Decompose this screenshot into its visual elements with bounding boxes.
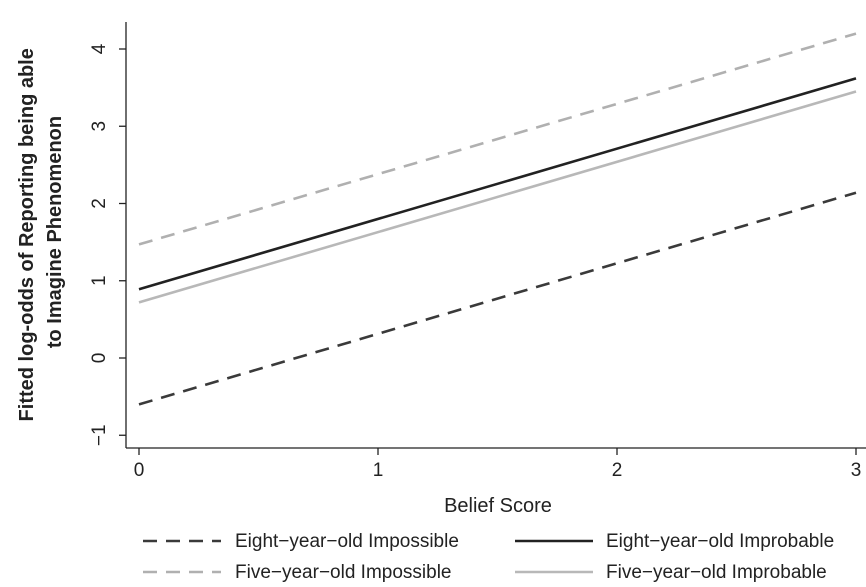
series-line: [138, 191, 857, 406]
y-tick-label: −1: [89, 424, 110, 446]
y-tick-label: 3: [89, 121, 110, 132]
legend-label: Eight−year−old Improbable: [606, 531, 834, 552]
x-tick-label: 2: [612, 460, 623, 481]
y-tick-label: 1: [89, 275, 110, 286]
plot-frame: [125, 22, 866, 449]
y-axis-title: Fitted log-odds of Reporting being able …: [16, 43, 66, 422]
y-tick-label: 4: [89, 43, 110, 54]
legend-label: Eight−year−old Impossible: [235, 531, 459, 552]
legend-label: Five−year−old Impossible: [235, 562, 452, 583]
x-tick-label: 3: [851, 460, 862, 481]
series-layer: [138, 32, 857, 406]
series-line: [138, 77, 857, 291]
y-tick-label: 2: [89, 198, 110, 209]
y-axis-title-line-2: to Imagine Phenomenon: [44, 116, 66, 348]
x-tick-label: 0: [134, 460, 145, 481]
x-tick-label: 1: [373, 460, 384, 481]
series-line: [138, 90, 857, 304]
y-axis-title-line-1: Fitted log-odds of Reporting being able: [16, 48, 38, 421]
legend-label: Five−year−old Improbable: [606, 562, 827, 583]
y-axis-ticks: −1 0 1 2 3 4: [89, 43, 126, 446]
series-line: [138, 32, 857, 246]
x-axis-ticks: 0 1 2 3: [134, 448, 862, 481]
legend: Eight−year−old Impossible Eight−year−old …: [143, 531, 834, 583]
y-tick-label: 0: [89, 353, 110, 364]
x-axis-title: Belief Score: [444, 495, 552, 517]
